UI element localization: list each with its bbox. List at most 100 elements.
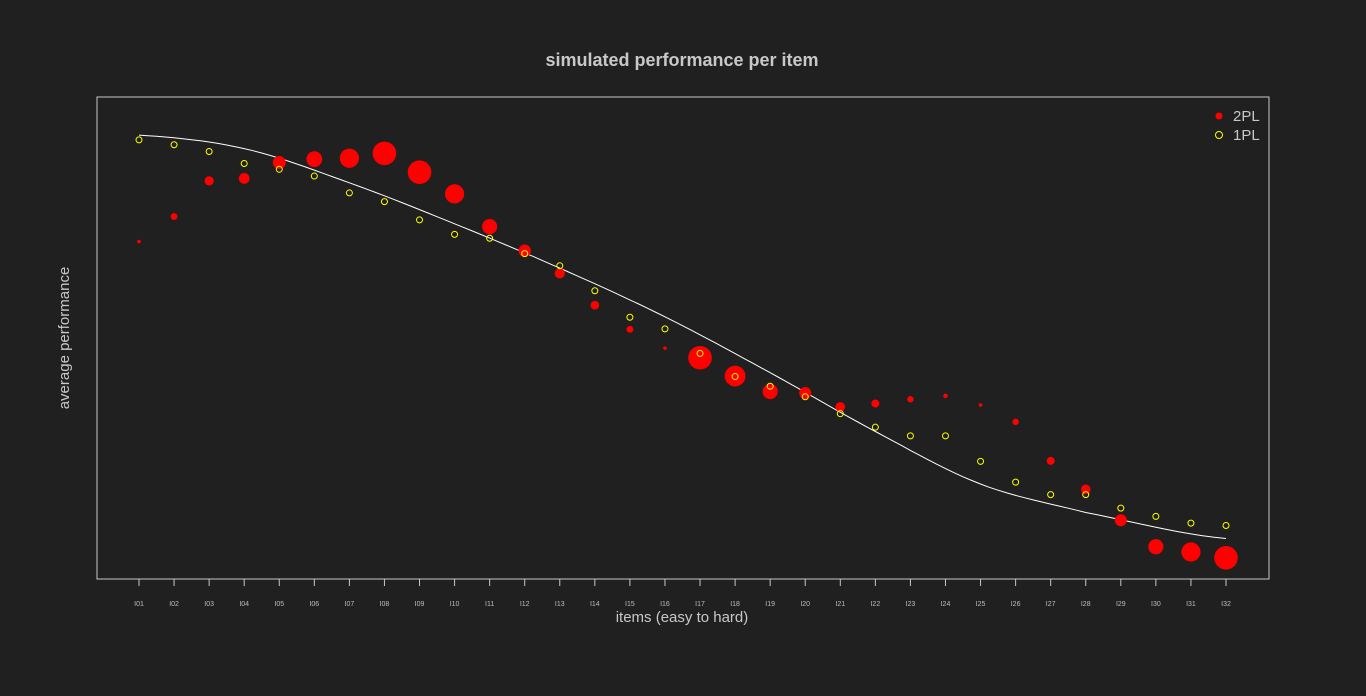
model-curve [138,134,1227,539]
legend-marker-1pl [1215,131,1223,139]
x-tick-label: I32 [1221,601,1231,608]
x-tick-label: I06 [309,601,319,608]
point-1pl [556,262,564,270]
point-1pl [836,410,844,418]
point-1pl [941,432,949,440]
plot-frame [96,96,1270,580]
x-tick-label: I01 [134,601,144,608]
point-2pl [238,173,250,184]
legend: 2PL 1PL [1215,108,1260,144]
point-1pl [170,141,178,149]
point-1pl [731,373,739,381]
point-2pl [626,325,634,333]
point-2pl [407,160,432,184]
x-tick-label: I07 [345,601,355,608]
point-2pl [204,176,214,186]
point-2pl [1046,456,1055,465]
x-axis-label: items (easy to hard) [616,609,749,626]
x-tick-label: I21 [835,601,845,608]
point-1pl [906,432,914,440]
point-2pl [306,151,323,168]
point-1pl [1117,504,1125,512]
point-2pl [663,346,667,350]
point-1pl [345,189,353,197]
point-1pl [240,160,248,168]
x-tick-label: I28 [1081,601,1091,608]
point-1pl [977,457,985,465]
point-1pl [696,349,704,357]
point-2pl [688,345,712,370]
point-2pl [1181,542,1201,562]
point-2pl [482,219,498,235]
legend-label-2pl: 2PL [1233,108,1260,125]
point-2pl [372,141,397,166]
legend-label-1pl: 1PL [1233,127,1260,144]
chart-title: simulated performance per item [545,50,818,70]
x-tick-label: I05 [274,601,284,608]
point-2pl [1114,514,1127,527]
point-1pl [310,172,318,180]
point-1pl [521,250,529,258]
x-tick-label: I19 [765,601,775,608]
point-2pl [1080,484,1091,495]
x-tick-label: I15 [625,601,635,608]
x-tick-label: I14 [590,601,600,608]
point-1pl [380,198,388,206]
x-tick-label: I02 [169,601,179,608]
point-2pl [1012,418,1019,426]
point-2pl [590,300,600,310]
point-1pl [275,165,283,173]
point-1pl [591,287,599,295]
x-tick-label: I08 [380,601,390,608]
x-tick-label: I30 [1151,601,1161,608]
point-2pl [978,403,983,407]
x-tick-label: I16 [660,601,670,608]
point-2pl [943,393,948,399]
x-tick-label: I22 [870,601,880,608]
point-1pl [1047,491,1055,499]
x-tick-label: I27 [1046,601,1056,608]
point-1pl [1222,521,1230,529]
x-tick-label: I13 [555,601,565,608]
y-axis-label: average performance [56,267,73,410]
point-1pl [1082,491,1090,499]
point-1pl [766,382,774,390]
point-1pl [486,234,494,242]
point-1pl [451,230,459,238]
point-1pl [135,136,143,144]
point-2pl [835,402,846,412]
point-2pl [272,156,286,170]
point-2pl [170,213,178,220]
x-tick-label: I31 [1186,601,1196,608]
point-2pl [1148,539,1164,555]
point-1pl [1012,478,1020,486]
legend-marker-2pl [1215,112,1223,120]
x-tick-label: I17 [695,601,705,608]
x-tick-label: I12 [520,601,530,608]
point-1pl [1187,519,1195,527]
point-2pl [907,396,914,403]
point-2pl [799,386,812,399]
x-tick-label: I09 [415,601,425,608]
point-2pl [1214,545,1238,570]
x-tick-label: I04 [239,601,249,608]
x-tick-label: I24 [941,601,951,608]
point-1pl [1152,512,1160,520]
point-2pl [554,268,565,279]
x-tick-label: I20 [800,601,810,608]
points-layer [135,136,1238,570]
point-2pl [444,184,465,204]
x-tick-label: I03 [204,601,214,608]
point-2pl [339,148,359,168]
point-1pl [871,423,879,431]
point-2pl [137,239,141,244]
point-1pl [416,216,424,224]
x-tick-label: I26 [1011,601,1021,608]
point-1pl [801,393,809,401]
x-tick-label: I18 [730,601,740,608]
x-tick-label: I10 [450,601,460,608]
x-tick-label: I23 [906,601,916,608]
x-tick-label: I25 [976,601,986,608]
point-1pl [661,325,669,333]
